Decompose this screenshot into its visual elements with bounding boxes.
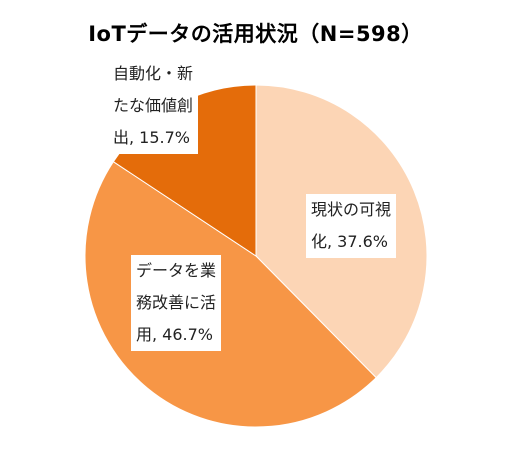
- label-visualization: 現状の可視 化, 37.6%: [306, 194, 397, 258]
- label-automation-line-1: 自動化・新: [113, 64, 194, 83]
- label-business-improvement: データを業 務改善に活 用, 46.7%: [131, 255, 222, 351]
- label-visualization-line-2: 化, 37.6%: [311, 232, 389, 251]
- label-automation: 自動化・新 たな価値創 出, 15.7%: [108, 58, 199, 154]
- label-automation-line-3: 出, 15.7%: [113, 128, 191, 147]
- label-automation-line-2: たな価値創: [113, 96, 194, 115]
- label-business-improvement-line-1: データを業: [136, 261, 217, 280]
- label-visualization-line-1: 現状の可視: [311, 200, 392, 219]
- slice-business-improvement: [84, 160, 377, 428]
- label-business-improvement-line-2: 務改善に活: [136, 293, 217, 312]
- chart-title: IoTデータの活用状況（N=598）: [88, 22, 423, 46]
- label-business-improvement-line-3: 用, 46.7%: [136, 325, 214, 344]
